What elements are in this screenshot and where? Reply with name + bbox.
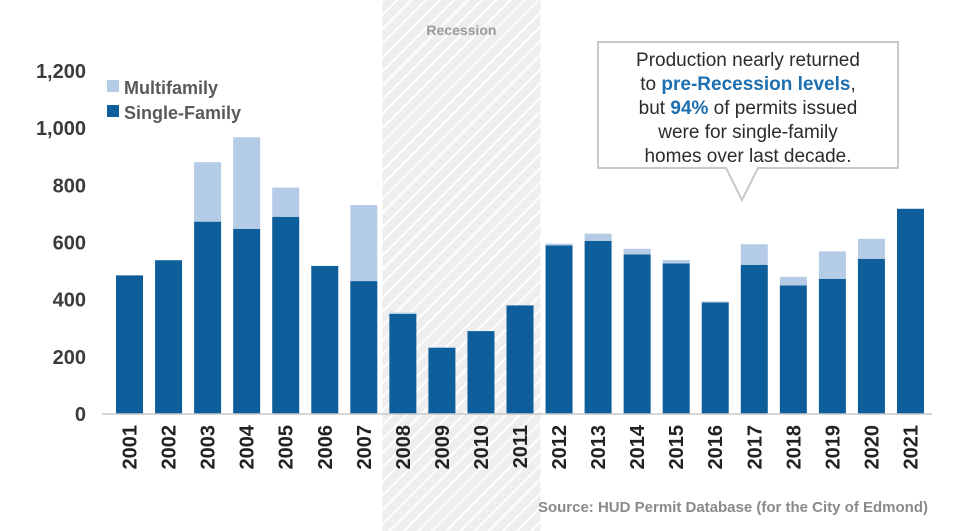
y-tick-label: 0 — [75, 404, 86, 426]
legend: Multifamily Single-Family — [107, 78, 241, 123]
bar-single-family-2009 — [428, 347, 456, 414]
bar-multifamily-2007 — [350, 205, 378, 282]
x-tick-label-2018: 2018 — [783, 425, 805, 470]
x-tick-label-2011: 2011 — [510, 425, 532, 468]
x-tick-label-2015: 2015 — [666, 425, 688, 470]
legend-label-single-family: Single-Family — [124, 103, 241, 123]
callout-line-3: but 94% of permits issued — [639, 98, 858, 119]
legend-label-multifamily: Multifamily — [124, 78, 218, 98]
y-tick-label: 1,200 — [36, 61, 86, 83]
bar-multifamily-2003 — [194, 162, 222, 222]
x-tick-label-2014: 2014 — [627, 424, 649, 469]
bar-multifamily-2020 — [857, 238, 885, 259]
bar-single-family-2001 — [116, 275, 144, 414]
bars-group — [116, 137, 924, 414]
annotation-callout: Production nearly returned to pre-Recess… — [597, 41, 899, 203]
callout-line-5: homes over last decade. — [644, 146, 851, 167]
bar-single-family-2017 — [740, 264, 768, 414]
bar-multifamily-2014 — [623, 248, 651, 255]
legend-swatch-multifamily — [107, 80, 119, 92]
bar-single-family-2011 — [506, 305, 534, 414]
recession-label: Recession — [426, 22, 496, 38]
bar-multifamily-2018 — [779, 276, 807, 286]
x-tick-label-2009: 2009 — [432, 425, 454, 470]
bar-single-family-2021 — [896, 208, 924, 414]
bar-multifamily-2015 — [662, 259, 690, 264]
x-tick-label-2001: 2001 — [120, 425, 142, 470]
legend-swatch-single-family — [107, 105, 119, 117]
x-tick-label-2013: 2013 — [588, 425, 610, 470]
callout-line-1: Production nearly returned — [636, 50, 860, 71]
source-note: Source: HUD Permit Database (for the Cit… — [538, 499, 928, 516]
bar-single-family-2016 — [701, 302, 729, 414]
bar-single-family-2020 — [857, 258, 885, 414]
bar-single-family-2015 — [662, 263, 690, 414]
x-tick-label-2006: 2006 — [315, 425, 337, 470]
y-tick-label: 1,000 — [36, 118, 86, 140]
x-axis-ticks: 2001 2002 2003 2004 2005 2006 2007 2008 2009 2010… — [120, 424, 923, 469]
bar-single-family-2010 — [467, 331, 495, 414]
x-tick-label-2019: 2019 — [822, 425, 844, 470]
x-tick-label-2021: 2021 — [900, 425, 922, 470]
bar-single-family-2013 — [584, 240, 612, 414]
bar-multifamily-2005 — [272, 187, 300, 217]
x-tick-label-2010: 2010 — [471, 425, 493, 470]
x-tick-label-2017: 2017 — [744, 425, 766, 470]
bar-single-family-2014 — [623, 254, 651, 414]
bar-single-family-2002 — [155, 260, 183, 414]
bar-multifamily-2017 — [740, 244, 768, 265]
bar-multifamily-2004 — [233, 137, 261, 229]
x-tick-label-2012: 2012 — [549, 425, 571, 470]
x-tick-label-2007: 2007 — [354, 425, 376, 470]
bar-multifamily-2012 — [545, 243, 573, 246]
recession-shaded-region — [382, 0, 541, 531]
y-tick-label: 600 — [53, 233, 86, 255]
bar-single-family-2019 — [818, 278, 846, 414]
callout-line-4: were for single-family — [657, 122, 838, 143]
callout-box — [597, 41, 899, 203]
bar-multifamily-2013 — [584, 233, 612, 241]
x-tick-label-2002: 2002 — [159, 425, 181, 470]
y-tick-label: 200 — [53, 347, 86, 369]
bar-single-family-2004 — [233, 228, 261, 414]
bar-multifamily-2008 — [389, 312, 417, 314]
x-tick-label-2020: 2020 — [861, 425, 883, 470]
bar-single-family-2008 — [389, 313, 417, 414]
bar-single-family-2007 — [350, 281, 378, 414]
x-tick-label-2005: 2005 — [276, 425, 298, 470]
x-tick-label-2008: 2008 — [393, 425, 415, 470]
bar-single-family-2006 — [311, 265, 339, 414]
bar-single-family-2012 — [545, 245, 573, 414]
y-axis-ticks: 0 200 400 600 800 1,000 1,200 — [36, 61, 86, 426]
y-tick-label: 400 — [53, 290, 86, 312]
bar-single-family-2003 — [194, 221, 222, 414]
x-tick-label-2016: 2016 — [705, 425, 727, 470]
callout-line-2: to pre-Recession levels, — [640, 74, 855, 95]
y-tick-label: 800 — [53, 175, 86, 197]
bar-single-family-2005 — [272, 216, 300, 414]
x-tick-label-2004: 2004 — [237, 424, 259, 469]
bar-multifamily-2019 — [818, 251, 846, 279]
bar-multifamily-2016 — [701, 301, 729, 303]
x-tick-label-2003: 2003 — [198, 425, 220, 470]
bar-single-family-2018 — [779, 285, 807, 414]
